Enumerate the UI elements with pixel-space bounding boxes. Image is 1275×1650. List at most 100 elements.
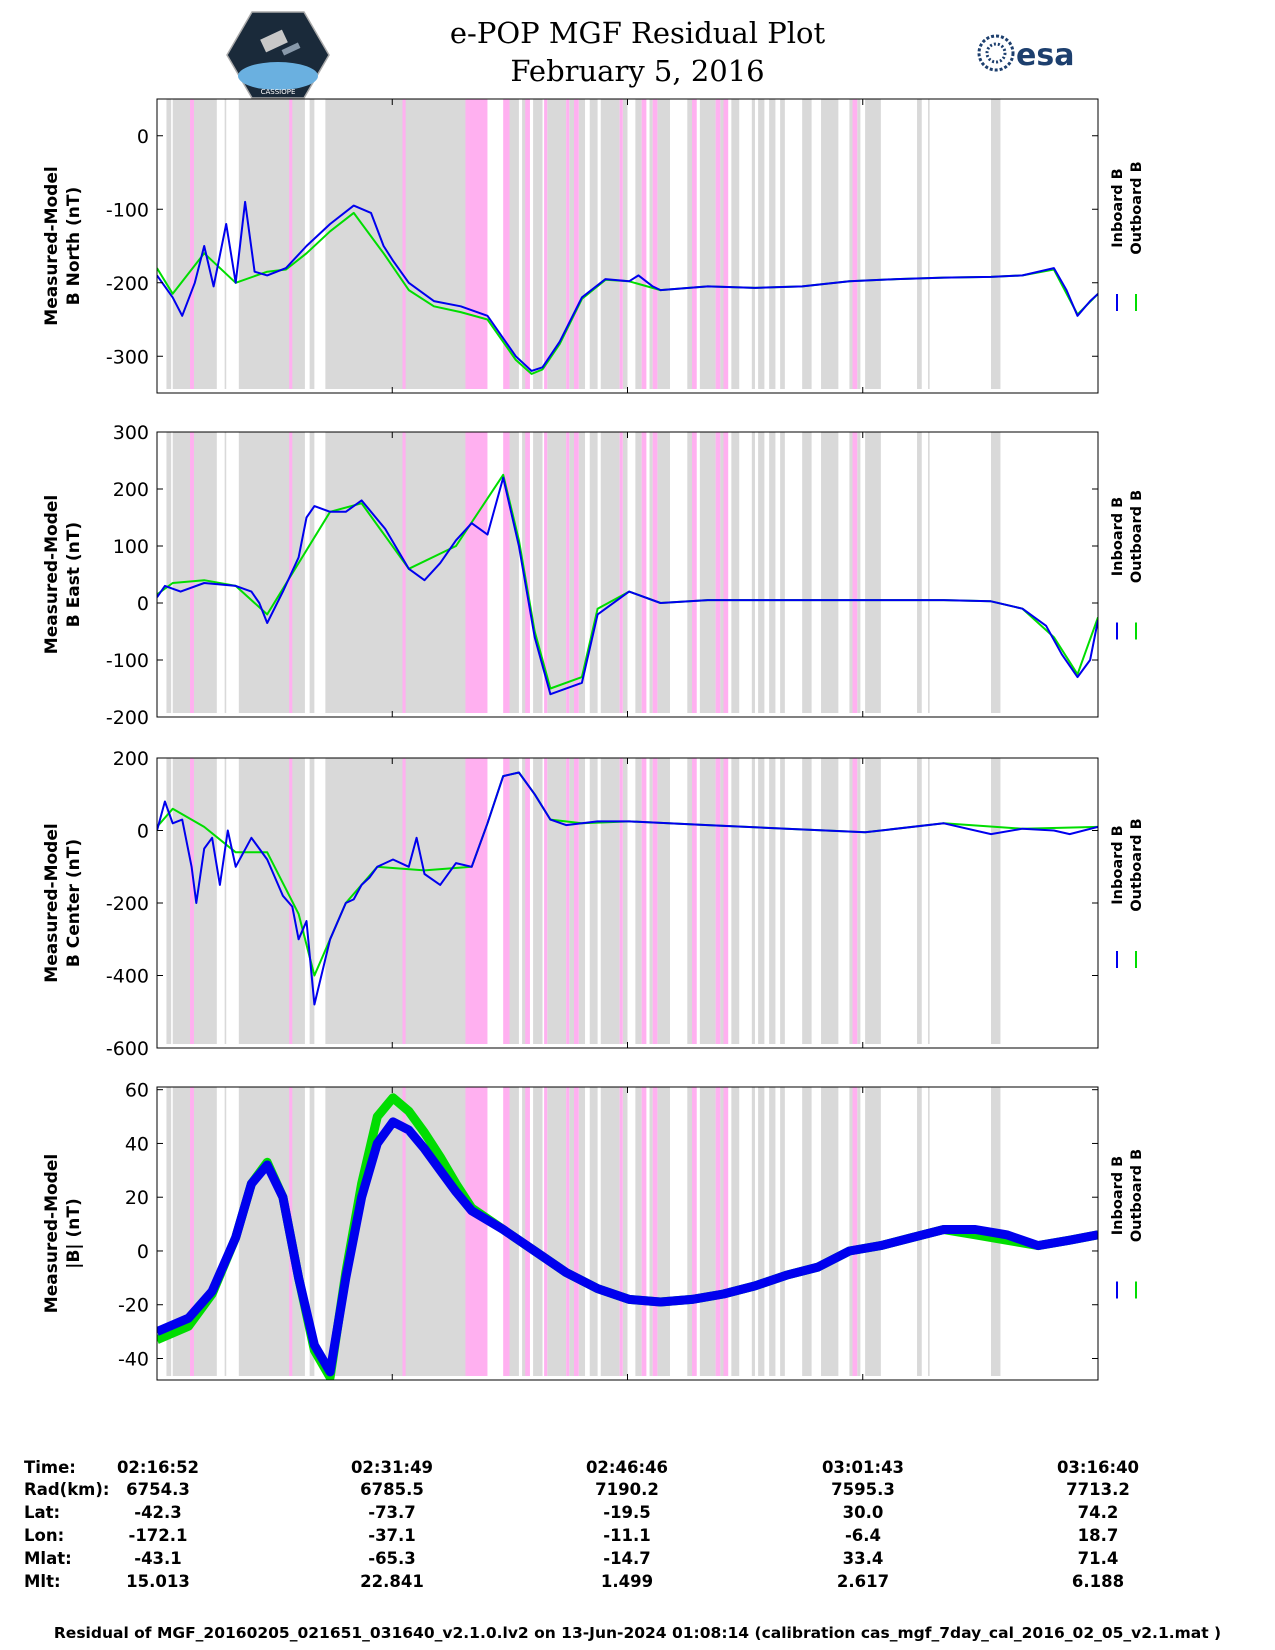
panel-3: 200 0 -200 -400 -600 Measured-Model B Center (… (42, 748, 1145, 1060)
y-axis-label-line1: Measured-Model (42, 823, 62, 982)
pink-band (573, 432, 579, 713)
gray-band (569, 1087, 574, 1376)
gray-band (649, 758, 653, 1044)
pink-band (852, 758, 858, 1044)
pink-band (190, 758, 194, 1044)
footer-cell: -42.3 (134, 1503, 182, 1522)
gray-band (769, 99, 776, 389)
footer-cell: 7190.2 (595, 1480, 659, 1499)
gray-band (990, 758, 1001, 1044)
pink-band (573, 1087, 579, 1376)
gray-band (547, 99, 567, 389)
gray-band (821, 432, 839, 713)
gray-band (990, 432, 1001, 713)
gray-band (600, 432, 620, 713)
pink-band (503, 758, 510, 1044)
gray-band (917, 758, 922, 1044)
gray-band (821, 99, 839, 389)
gray-band (635, 758, 642, 1044)
gray-band (731, 99, 740, 389)
gray-band (657, 1087, 670, 1376)
pink-band (190, 1087, 194, 1376)
footer-cell: 30.0 (842, 1503, 884, 1522)
y-tick-label: 300 (113, 422, 149, 444)
pink-band (715, 758, 721, 1044)
y-tick-label: 40 (125, 1133, 149, 1155)
gray-band (758, 432, 765, 713)
pink-band (619, 432, 623, 713)
gray-band (780, 758, 785, 1044)
gray-band (622, 99, 628, 389)
footer-cell: 6785.5 (360, 1480, 424, 1499)
gray-band (917, 99, 922, 389)
gray-band (649, 99, 653, 389)
y-axis-label-line2: B East (nT) (64, 522, 84, 627)
y-tick-label: 0 (137, 1241, 149, 1263)
gray-band (857, 1087, 861, 1376)
gray-band (990, 99, 1001, 389)
gray-band (533, 1087, 543, 1376)
plot-area (157, 1087, 1098, 1380)
gray-band (325, 432, 471, 713)
y-tick-label: 200 (113, 748, 149, 770)
footer-cell: 33.4 (842, 1549, 884, 1568)
gray-band (547, 432, 567, 713)
y-axis-label-line1: Measured-Model (42, 1154, 62, 1313)
gray-band (649, 1087, 653, 1376)
legend-label-inboard: Inboard B (1110, 825, 1126, 904)
gray-band (224, 758, 227, 1044)
pink-band (641, 99, 647, 389)
footer-cell: 74.2 (1077, 1503, 1119, 1522)
footer-row-label: Lon: (24, 1526, 65, 1545)
gray-band (699, 1087, 716, 1376)
y-tick-label: 100 (113, 536, 149, 558)
pink-band (619, 99, 623, 389)
gray-band (758, 1087, 765, 1376)
panel-2: 300 200 100 0 -100 -200 Measured-Model B East (… (42, 422, 1145, 729)
pink-band (652, 758, 658, 1044)
pink-band (652, 1087, 658, 1376)
footer-cell: -172.1 (128, 1526, 188, 1545)
gray-band (533, 99, 543, 389)
gray-band (578, 1087, 586, 1376)
gray-band (821, 1087, 839, 1376)
gray-band (533, 432, 543, 713)
pink-band (619, 758, 623, 1044)
pink-band (573, 758, 579, 1044)
gray-band (917, 432, 922, 713)
gray-band (600, 1087, 620, 1376)
pink-band (715, 432, 721, 713)
gray-band (600, 99, 620, 389)
pink-band (723, 1087, 729, 1376)
pink-band (402, 432, 406, 713)
footer-cell: 1.499 (600, 1572, 654, 1591)
pink-band (525, 432, 530, 713)
header: CASSIOPE e-POP MGF Residual Plot Februar… (0, 0, 1275, 100)
footer-cell: -37.1 (368, 1526, 416, 1545)
footer-cell: 71.4 (1077, 1549, 1119, 1568)
gray-band (780, 99, 785, 389)
pink-band (465, 1087, 488, 1376)
pink-band (652, 432, 658, 713)
pink-band (692, 432, 697, 713)
pink-band (402, 1087, 406, 1376)
footer-note: Residual of MGF_20160205_021651_031640_v… (53, 1624, 1222, 1642)
legend-label-outboard: Outboard B (1129, 1149, 1145, 1242)
gray-band (309, 758, 315, 1044)
y-tick-label: 60 (125, 1080, 149, 1102)
pink-band (289, 99, 293, 389)
gray-band (657, 432, 670, 713)
pink-band (503, 99, 510, 389)
footer-cell: 6.188 (1071, 1572, 1125, 1591)
pink-band (525, 758, 530, 1044)
gray-band (802, 99, 812, 389)
gray-band (172, 758, 217, 1044)
plot-area (157, 99, 1098, 389)
gray-band (649, 432, 653, 713)
y-tick-label: 20 (125, 1187, 149, 1209)
gray-band (751, 758, 755, 1044)
pink-band (190, 432, 194, 713)
gray-band (238, 99, 305, 389)
gray-band (657, 758, 670, 1044)
gray-band (849, 99, 853, 389)
